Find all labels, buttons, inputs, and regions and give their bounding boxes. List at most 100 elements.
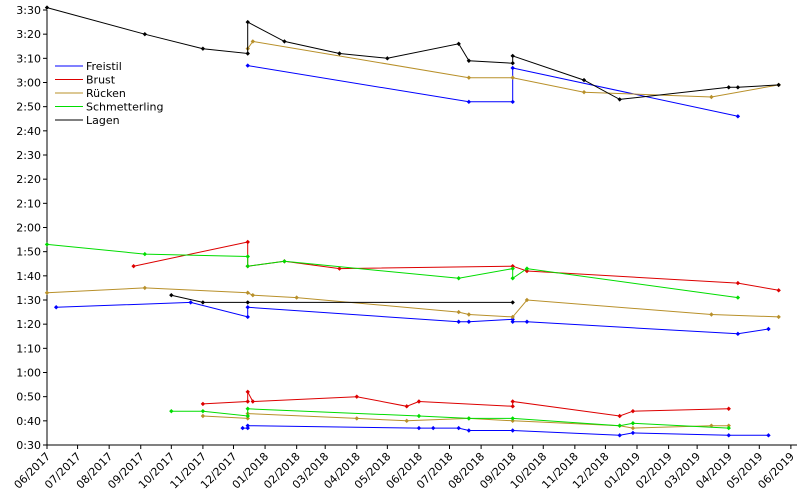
data-point [245,254,250,259]
y-axis: 0:30 0:40 0:50 1:00 1:10 1:20 1:30 1:40 1:50 2:00… [16,4,48,452]
data-point [510,314,515,320]
data-point [510,416,515,421]
data-point [245,305,250,310]
data-point [466,75,472,80]
data-point [142,31,148,37]
legend-label: Lagen [86,114,120,127]
y-tick-label: 3:20 [16,28,41,41]
data-point [524,266,530,271]
data-point [240,425,245,431]
data-point [142,251,148,257]
data-point [245,263,250,269]
legend-label: Freistil [86,60,122,73]
data-point [282,39,287,44]
data-point [766,326,771,332]
data-point [456,276,461,281]
series-freistil [53,63,771,438]
series-r-cken [44,39,781,431]
data-point [245,416,250,421]
data-point [630,421,636,426]
data-point [354,416,359,421]
data-point [337,266,342,271]
data-point [510,399,515,404]
data-point [735,331,741,337]
data-point [245,239,250,245]
data-point [510,75,515,80]
data-point [735,114,741,119]
data-point [709,312,714,317]
data-point [245,399,250,404]
data-point [245,425,250,431]
data-point [44,5,50,10]
series-schmetterling [44,242,741,431]
data-point [709,423,714,428]
data-point [416,413,422,419]
series-line [202,391,729,417]
y-tick-label: 0:40 [16,415,41,428]
y-tick-label: 3:30 [16,4,41,17]
y-tick-label: 2:50 [16,101,41,114]
legend-label: Brust [86,74,116,87]
legend-label: Schmetterling [86,101,163,114]
data-point [245,300,250,305]
data-point [245,413,250,419]
data-point [142,285,148,291]
data-point [466,312,472,317]
data-point [726,406,731,411]
data-point [510,428,515,433]
data-point [630,430,636,436]
series-line [171,408,729,429]
data-point [245,314,250,320]
y-tick-label: 3:10 [16,52,41,65]
data-point [581,89,587,95]
data-point [776,314,781,320]
data-point [709,94,714,100]
data-point [726,425,731,431]
y-tick-label: 1:20 [16,318,41,331]
series-line [171,294,513,303]
data-point [766,433,771,438]
y-tick-label: 3:00 [16,77,41,90]
y-tick-label: 2:00 [16,222,41,235]
data-point [735,295,741,300]
data-point [44,290,50,295]
data-point [630,408,636,414]
x-axis: 06/201707/201708/201709/201710/201711/20… [12,444,797,491]
data-point [131,263,136,269]
y-tick-label: 2:40 [16,125,41,138]
data-point [735,280,741,286]
data-point [416,425,422,431]
data-point [510,276,515,281]
data-point [337,51,342,56]
data-point [245,19,250,25]
data-point [510,404,515,409]
data-point [466,58,472,63]
data-point [188,300,193,305]
y-tick-label: 2:20 [16,173,41,186]
data-point [200,401,206,407]
data-point [510,300,515,305]
data-point [581,77,587,83]
data-point [200,46,206,51]
series-line [46,7,779,100]
data-point [245,63,250,68]
data-point [726,85,731,90]
data-point [776,82,781,88]
data-point [617,97,622,102]
data-point [385,56,390,61]
data-point [466,428,472,433]
data-point [250,292,256,298]
data-point [245,51,250,56]
data-point [282,259,287,264]
data-point [466,319,472,324]
data-point [735,85,741,90]
series-line [247,65,739,117]
series-layer [44,5,781,438]
y-tick-label: 1:40 [16,270,41,283]
y-tick-label: 1:50 [16,246,41,259]
legend-label: Rücken [86,87,126,100]
data-point [245,406,250,411]
data-point [510,99,515,105]
